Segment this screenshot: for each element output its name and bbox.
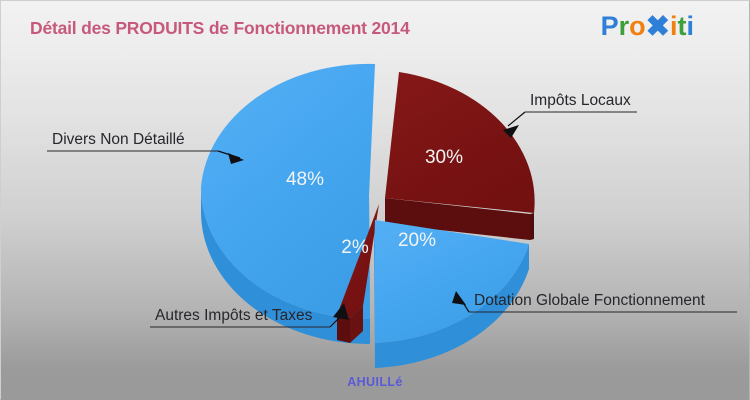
callout-label-dotation-globale-fonctionnement: Dotation Globale Fonctionnement: [474, 292, 706, 309]
callout-leader-autres-impots-et-taxes: [329, 317, 340, 328]
callout-arrow-impots-locaux: [503, 125, 519, 138]
commune-label: AHUILLé: [347, 375, 403, 389]
page-title: Détail des PRODUITS de Fonctionnement 20…: [30, 18, 410, 38]
slice-side-impots-locaux: [385, 198, 530, 240]
slice-side-autres-impots-et-taxes-front: [350, 306, 363, 343]
pie-slice-dotation-globale-fonctionnement[interactable]: 20%: [374, 220, 529, 368]
logo-letter-i-first: i: [669, 11, 678, 41]
slice-percent-impots-locaux: 30%: [425, 147, 463, 168]
pie-slice-autres-impots-et-taxes[interactable]: 2%: [337, 204, 379, 343]
logo-letter-i-second: i: [686, 11, 694, 41]
callout-impots-locaux: Impôts Locaux: [503, 92, 637, 138]
callout-divers-non-detaille: Divers Non Détaillé: [47, 131, 244, 164]
slice-left-edge-dotation-globale-fonctionnement: [374, 220, 375, 368]
callout-arrow-divers-non-detaille: [228, 153, 244, 164]
slice-top-divers-non-detaille: [201, 63, 375, 320]
callout-autres-impots-et-taxes: Autres Impôts et Taxes: [150, 303, 349, 328]
logo-letter-o: o: [629, 11, 646, 41]
callout-arrow-autres-impots-et-taxes: [333, 303, 349, 320]
callout-label-autres-impots-et-taxes: Autres Impôts et Taxes: [155, 307, 313, 324]
slice-side-impots-locaux-right: [530, 213, 534, 240]
slice-side-autres-impots-et-taxes: [337, 315, 350, 343]
slice-side-dotation-globale-fonctionnement: [375, 244, 529, 368]
proxiti-logo[interactable]: Pro✖iti: [600, 11, 694, 43]
slice-percent-divers-non-detaille: 48%: [286, 169, 324, 190]
slice-percent-dotation-globale-fonctionnement: 20%: [398, 230, 436, 251]
logo-letter-t: t: [677, 11, 687, 41]
callout-label-impots-locaux: Impôts Locaux: [530, 92, 631, 109]
slice-percent-autres-impots-et-taxes: 2%: [341, 237, 369, 258]
slice-top-impots-locaux: [385, 72, 535, 213]
pie-slice-impots-locaux[interactable]: 30%: [385, 72, 535, 240]
logo-letter-x-icon: ✖: [645, 11, 670, 43]
callout-dotation-globale-fonctionnement: Dotation Globale Fonctionnement: [452, 291, 737, 313]
callout-arrow-dotation-globale-fonctionnement: [452, 291, 466, 305]
callout-leader-impots-locaux: [507, 111, 526, 127]
logo-letter-r: r: [618, 11, 630, 41]
logo-letter-p: P: [600, 11, 619, 41]
slice-top-autres-impots-et-taxes: [337, 204, 379, 318]
slice-top-dotation-globale-fonctionnement: [375, 220, 529, 343]
callout-label-divers-non-detaille: Divers Non Détaillé: [52, 131, 185, 148]
